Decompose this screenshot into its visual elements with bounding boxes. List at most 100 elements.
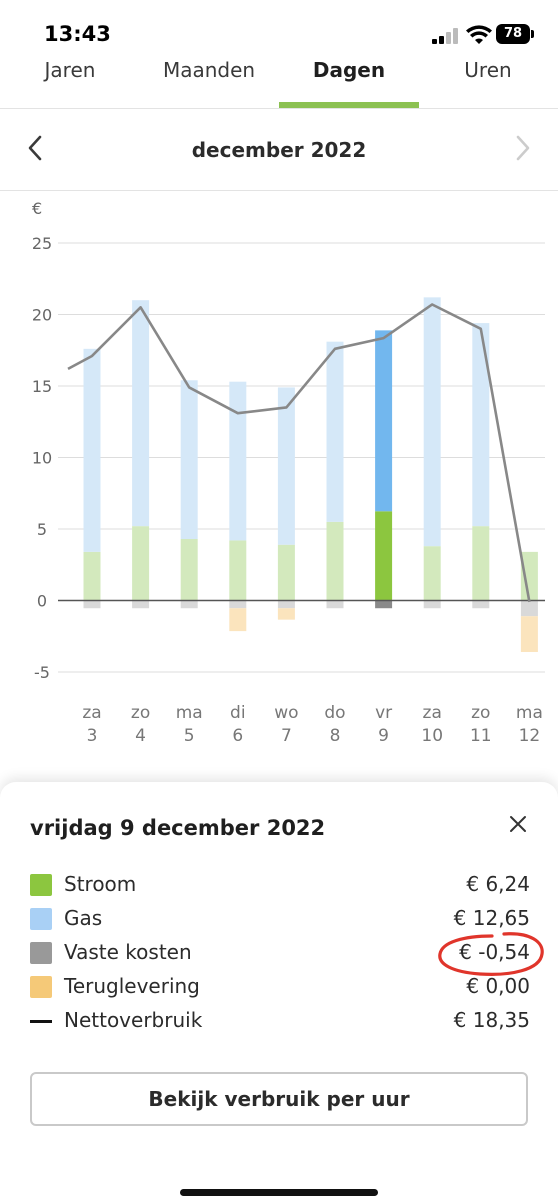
bar-segment-stroom[interactable] xyxy=(229,540,247,601)
bar-segment-stroom[interactable] xyxy=(375,511,393,601)
x-tick-day: za xyxy=(423,703,442,723)
x-tick-date: 5 xyxy=(184,726,195,746)
tab-dagen[interactable]: Dagen xyxy=(312,58,386,82)
bar-segment-vaste-kosten[interactable] xyxy=(132,600,150,609)
x-tick-day: zo xyxy=(131,703,150,723)
bar-segment-vaste-kosten[interactable] xyxy=(520,600,538,617)
legend-value: € -0,54 xyxy=(459,940,530,964)
gas-swatch xyxy=(30,908,52,930)
bar-segment-gas[interactable] xyxy=(423,297,441,547)
legend-label: Vaste kosten xyxy=(64,940,192,964)
legend-label: Stroom xyxy=(64,872,137,896)
legend-label: Teruglevering xyxy=(64,974,200,998)
bar-segment-vaste-kosten[interactable] xyxy=(180,600,198,609)
month-title: december 2022 xyxy=(191,138,367,162)
bar-segment-gas[interactable] xyxy=(326,341,344,522)
bar-segment-stroom[interactable] xyxy=(180,539,198,601)
bar-segment-vaste-kosten[interactable] xyxy=(83,600,101,609)
legend-label: Nettoverbruik xyxy=(64,1008,203,1032)
bar-segment-vaste-kosten[interactable] xyxy=(375,600,393,609)
stroom-swatch xyxy=(30,874,52,896)
bar-segment-stroom[interactable] xyxy=(472,526,490,601)
status-bar: 13:43 78 xyxy=(0,0,558,62)
battery-tip xyxy=(531,30,534,38)
tab-jaren[interactable]: Jaren xyxy=(44,58,96,82)
legend-value: € 12,65 xyxy=(453,906,530,930)
y-tick-label: 15 xyxy=(32,377,52,396)
bar-segment-vaste-kosten[interactable] xyxy=(229,600,247,609)
x-tick-date: 11 xyxy=(470,726,492,746)
y-tick-label: 5 xyxy=(37,520,47,539)
bar-segment-stroom[interactable] xyxy=(326,521,344,601)
nettoverbruik-line xyxy=(67,303,531,603)
x-tick-day: di xyxy=(230,703,246,723)
bar-segment-gas[interactable] xyxy=(277,387,295,545)
legend-row-teruglevering: Teruglevering € 0,00 xyxy=(30,972,530,1002)
bar-segment-stroom[interactable] xyxy=(520,551,538,601)
legend-label: Gas xyxy=(64,906,103,930)
x-tick-day: do xyxy=(324,703,345,723)
legend-row-vaste-kosten: Vaste kosten € -0,54 xyxy=(30,938,530,968)
home-indicator xyxy=(180,1189,378,1196)
bar-segment-stroom[interactable] xyxy=(83,551,101,601)
x-tick-date: 8 xyxy=(330,726,341,746)
tab-uren[interactable]: Uren xyxy=(464,58,512,82)
bar-segment-gas[interactable] xyxy=(472,323,490,527)
teruglevering-swatch xyxy=(30,976,52,998)
x-tick-day: vr xyxy=(375,703,392,723)
bar-segment-teruglevering[interactable] xyxy=(229,608,247,632)
y-tick-label: 10 xyxy=(32,449,52,468)
daily-cost-chart: € -5 0 5 10 15 20 25 za 3 zo 4 ma 5 di 6 wo 7 do 8 vr 9 za 10… xyxy=(32,199,545,746)
legend-row-gas: Gas € 12,65 xyxy=(30,904,530,934)
x-tick-date: 9 xyxy=(378,726,389,746)
close-icon[interactable] xyxy=(506,812,530,836)
y-tick-label: -5 xyxy=(34,663,50,682)
bar-segment-vaste-kosten[interactable] xyxy=(277,600,295,609)
view-hourly-usage-button[interactable]: Bekijk verbruik per uur xyxy=(30,1072,528,1126)
bar-segment-stroom[interactable] xyxy=(277,544,295,601)
y-tick-label: 20 xyxy=(32,306,52,325)
red-circle-annotation xyxy=(438,932,544,976)
bar-segment-teruglevering[interactable] xyxy=(520,616,538,652)
tab-maanden[interactable]: Maanden xyxy=(162,58,256,82)
day-detail-sheet: vrijdag 9 december 2022 Stroom € 6,24 Ga… xyxy=(0,782,558,1200)
bar-segment-vaste-kosten[interactable] xyxy=(472,600,490,609)
x-tick-day: ma xyxy=(176,703,203,723)
month-navigation: december 2022 xyxy=(0,108,558,191)
cellular-signal-icon xyxy=(432,28,460,44)
x-tick-day: wo xyxy=(274,703,298,723)
chevron-left-icon[interactable] xyxy=(22,134,50,162)
legend-value: € 18,35 xyxy=(453,1008,530,1032)
y-tick-label: 25 xyxy=(32,234,52,253)
active-tab-indicator xyxy=(279,102,419,108)
x-tick-day: ma xyxy=(516,703,543,723)
wifi-icon xyxy=(466,25,492,44)
bar-segment-gas[interactable] xyxy=(375,330,393,512)
x-tick-date: 12 xyxy=(519,726,541,746)
bar-segment-vaste-kosten[interactable] xyxy=(423,600,441,609)
chevron-right-icon[interactable] xyxy=(508,134,536,162)
nettoverbruik-line-swatch xyxy=(30,1020,52,1023)
bar-segment-gas[interactable] xyxy=(229,381,247,541)
bar-segment-vaste-kosten[interactable] xyxy=(326,600,344,609)
status-time: 13:43 xyxy=(44,22,111,46)
x-tick-date: 6 xyxy=(232,726,243,746)
bar-segment-stroom[interactable] xyxy=(132,526,150,601)
bar-segment-gas[interactable] xyxy=(132,300,150,527)
x-tick-date: 7 xyxy=(281,726,292,746)
bar-segment-stroom[interactable] xyxy=(423,546,441,601)
legend-row-nettoverbruik: Nettoverbruik € 18,35 xyxy=(30,1006,530,1036)
legend-value: € 0,00 xyxy=(466,974,530,998)
x-tick-day: za xyxy=(82,703,101,723)
vaste-kosten-swatch xyxy=(30,942,52,964)
legend-row-stroom: Stroom € 6,24 xyxy=(30,870,530,900)
detail-title: vrijdag 9 december 2022 xyxy=(30,816,326,840)
legend-value: € 6,24 xyxy=(466,872,530,896)
bar-segment-gas[interactable] xyxy=(180,380,198,540)
x-tick-day: zo xyxy=(471,703,490,723)
period-tabs: Jaren Maanden Dagen Uren xyxy=(0,56,558,109)
bar-segment-teruglevering[interactable] xyxy=(277,608,295,620)
y-axis-unit-label: € xyxy=(32,199,42,218)
x-tick-date: 3 xyxy=(87,726,98,746)
bar-segment-gas[interactable] xyxy=(83,348,101,552)
